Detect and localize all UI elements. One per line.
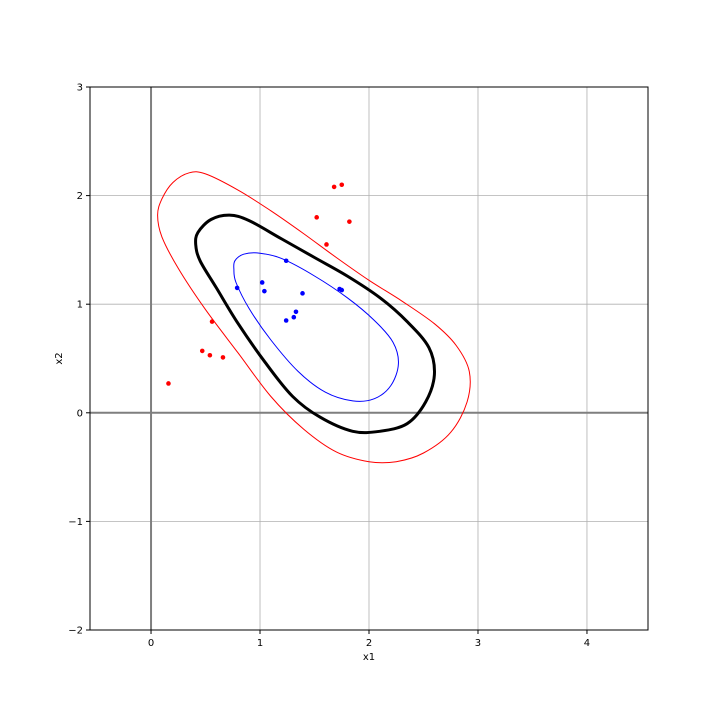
red-point xyxy=(339,182,345,188)
reference-lines xyxy=(90,87,648,630)
x-tick-label: 0 xyxy=(148,638,154,649)
red-point xyxy=(314,215,319,220)
x-tick-label: 2 xyxy=(366,638,372,649)
blue-point xyxy=(291,314,297,320)
blue-point xyxy=(293,309,299,315)
y-tick-label: 1 xyxy=(77,300,83,311)
x-tick-label: 4 xyxy=(584,638,590,649)
y-tick-label: −1 xyxy=(68,517,83,528)
y-tick-label: −2 xyxy=(68,626,83,637)
blue-point xyxy=(339,287,345,293)
red-contour xyxy=(157,171,471,464)
blue-point xyxy=(262,288,267,294)
blue-point xyxy=(283,258,289,264)
blue-contour xyxy=(233,252,399,402)
blue-point xyxy=(283,318,289,323)
x-axis-label: x1 xyxy=(363,652,375,663)
y-tick-label: 2 xyxy=(77,191,83,202)
red-point xyxy=(166,381,171,386)
blue-point xyxy=(300,291,305,296)
red-point xyxy=(199,348,205,354)
red-point xyxy=(207,352,213,358)
black-contour xyxy=(194,213,436,435)
red-point xyxy=(220,355,226,360)
blue-point xyxy=(259,280,265,285)
red-point xyxy=(324,242,329,247)
x-tick-label: 1 xyxy=(257,638,263,649)
axis-ticks: 0 1 2 3 4 −2 −1 0 1 2 3 xyxy=(68,83,590,650)
y-axis-label: x2 xyxy=(54,352,65,364)
y-tick-label: 3 xyxy=(77,83,83,94)
red-point xyxy=(331,184,337,190)
contour-lines xyxy=(157,171,471,464)
red-point xyxy=(209,319,215,324)
y-tick-label: 0 xyxy=(77,408,83,419)
scatter-points xyxy=(166,182,352,386)
blue-point xyxy=(234,285,240,291)
x-tick-label: 3 xyxy=(475,638,481,649)
red-point xyxy=(347,219,352,224)
